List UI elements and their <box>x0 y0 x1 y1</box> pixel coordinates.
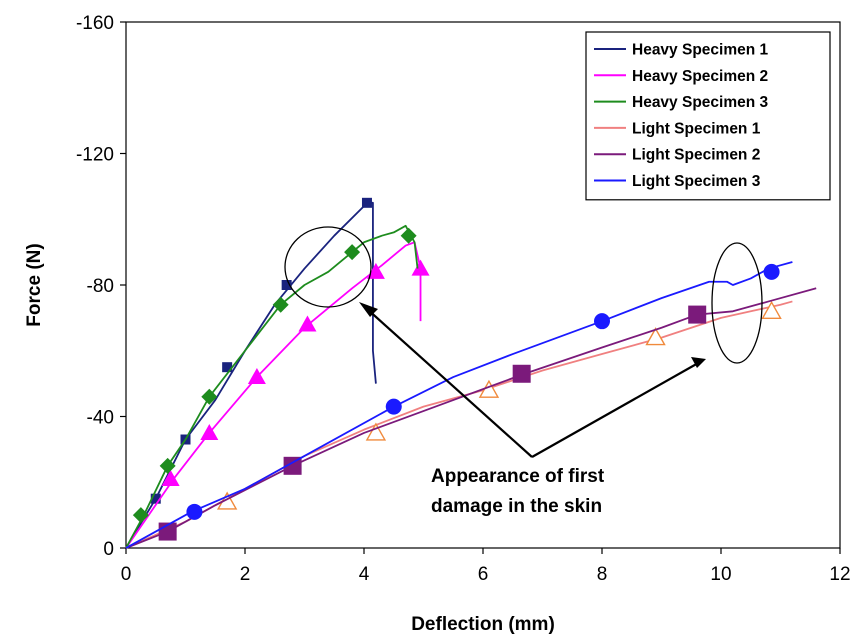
data-point-marker <box>159 457 176 474</box>
damage-ellipse-light <box>711 242 763 364</box>
data-point-marker <box>365 422 387 441</box>
annotation-line-1: Appearance of first <box>431 466 605 487</box>
y-tick-label: 0 <box>103 539 114 560</box>
data-point-marker <box>132 507 149 524</box>
arrowhead-right <box>691 357 706 368</box>
y-axis-title: Force (N) <box>24 243 45 326</box>
data-point-marker <box>186 503 203 520</box>
data-point-marker <box>161 469 180 486</box>
legend-label: Light Specimen 1 <box>632 120 761 137</box>
data-point-marker <box>247 368 266 385</box>
legend-label: Light Specimen 3 <box>632 173 761 190</box>
data-point-marker <box>281 280 292 290</box>
legend-label: Heavy Specimen 2 <box>632 68 768 85</box>
x-tick-label: 2 <box>240 564 251 585</box>
series-6 <box>125 261 793 549</box>
y-tick-label: -40 <box>87 408 114 429</box>
arrowhead-left <box>359 302 378 317</box>
legend: Heavy Specimen 1 Heavy Specimen 2 Heavy Sp… <box>585 31 831 201</box>
legend-entry: Heavy Specimen 3 <box>594 94 769 111</box>
data-point-marker <box>283 456 302 475</box>
series-line <box>125 224 419 549</box>
data-point-marker <box>645 327 666 346</box>
x-tick-label: 12 <box>829 564 850 585</box>
data-point-marker <box>594 313 610 330</box>
legend-entry: Light Specimen 2 <box>594 147 760 164</box>
data-point-marker <box>272 296 289 313</box>
data-point-marker <box>400 227 417 244</box>
data-point-marker <box>150 493 161 504</box>
y-tick-label: -80 <box>87 276 114 297</box>
data-point-marker <box>512 364 531 383</box>
annotation-arrow-left <box>365 307 533 458</box>
damage-ellipse-heavy <box>284 226 372 308</box>
y-tick-label: -160 <box>76 13 114 34</box>
legend-label: Heavy Specimen 1 <box>632 42 769 59</box>
legend-label: Heavy Specimen 3 <box>632 94 769 111</box>
x-tick-label: 4 <box>359 564 370 585</box>
data-point-marker <box>200 423 219 440</box>
data-point-marker <box>298 315 317 332</box>
x-tick-label: 6 <box>478 564 489 585</box>
data-point-marker <box>201 388 218 405</box>
legend-entry: Light Specimen 1 <box>594 120 761 137</box>
legend-entry: Light Specimen 3 <box>594 173 761 190</box>
data-point-marker <box>366 262 385 279</box>
annotation-layer: Appearance of first damage in the skin <box>284 226 763 517</box>
legend-box <box>585 31 831 201</box>
data-point-marker <box>761 300 782 319</box>
data-point-marker <box>361 197 372 208</box>
y-tick-label: -120 <box>76 145 114 166</box>
legend-entry: Heavy Specimen 2 <box>594 68 768 85</box>
data-point-marker <box>385 398 402 415</box>
annotation-line-2: damage in the skin <box>431 496 602 517</box>
data-point-marker <box>344 244 361 261</box>
legend-label: Light Specimen 2 <box>632 147 760 164</box>
series-layer <box>125 197 817 549</box>
data-point-marker <box>688 305 707 324</box>
x-tick-label: 8 <box>597 564 608 585</box>
legend-entry: Heavy Specimen 1 <box>594 42 769 59</box>
series-3 <box>125 224 419 549</box>
x-axis-title: Deflection (mm) <box>411 614 555 635</box>
series-2 <box>125 241 430 549</box>
x-tick-label: 10 <box>710 564 731 585</box>
annotation-arrow-right <box>531 361 701 458</box>
data-point-marker <box>763 263 780 280</box>
x-tick-label: 0 <box>121 564 132 585</box>
series-line <box>125 241 422 549</box>
data-point-marker <box>222 362 233 373</box>
data-point-marker <box>411 259 430 276</box>
